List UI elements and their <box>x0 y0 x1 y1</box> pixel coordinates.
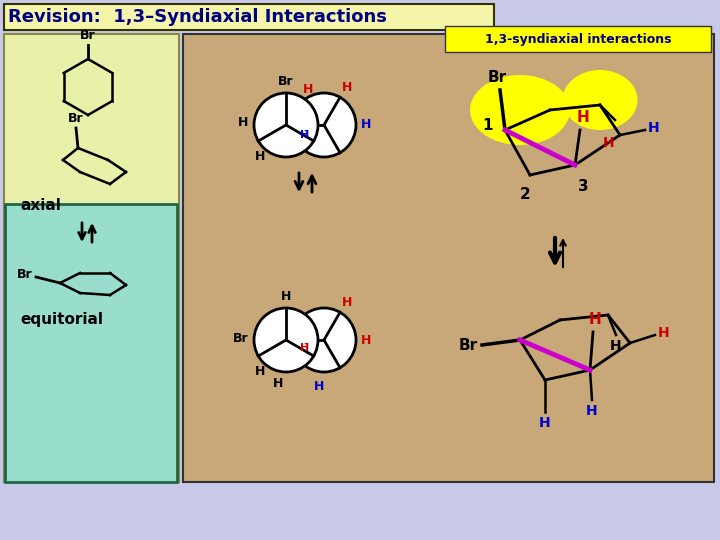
Circle shape <box>292 308 356 372</box>
Text: H: H <box>256 151 266 164</box>
Text: H: H <box>361 118 372 132</box>
Text: Br: Br <box>278 75 294 88</box>
Text: Ḧ: Ḧ <box>300 343 310 353</box>
Text: H: H <box>610 339 622 353</box>
Circle shape <box>254 93 318 157</box>
Text: H: H <box>342 296 352 309</box>
Ellipse shape <box>470 75 570 145</box>
Text: H: H <box>648 121 660 135</box>
Text: H: H <box>586 404 598 418</box>
Ellipse shape <box>562 70 637 130</box>
Text: H: H <box>238 117 248 130</box>
FancyBboxPatch shape <box>4 4 494 30</box>
Text: H: H <box>361 334 372 347</box>
Text: Revision:  1,3–Syndiaxial Interactions: Revision: 1,3–Syndiaxial Interactions <box>8 8 387 26</box>
Circle shape <box>292 93 356 157</box>
Text: H: H <box>314 380 324 393</box>
FancyBboxPatch shape <box>183 34 714 482</box>
Text: Br: Br <box>487 70 507 85</box>
Text: H: H <box>658 326 670 340</box>
Text: H: H <box>303 83 313 96</box>
Circle shape <box>254 308 318 372</box>
Text: Br: Br <box>80 29 96 42</box>
Text: 3: 3 <box>577 179 588 194</box>
Text: 1,3-syndiaxial interactions: 1,3-syndiaxial interactions <box>485 32 671 45</box>
Text: H: H <box>603 136 615 150</box>
Text: H: H <box>539 416 551 430</box>
Text: 1: 1 <box>482 118 493 132</box>
Text: Br: Br <box>17 268 33 281</box>
Text: Br: Br <box>459 338 478 353</box>
FancyBboxPatch shape <box>5 204 177 482</box>
Text: H: H <box>342 81 352 94</box>
Text: Br: Br <box>233 332 248 345</box>
FancyBboxPatch shape <box>445 26 711 52</box>
Text: H: H <box>273 377 283 390</box>
Text: Br: Br <box>68 112 84 125</box>
FancyBboxPatch shape <box>4 34 179 482</box>
Text: H: H <box>577 110 590 125</box>
Text: H: H <box>589 312 601 327</box>
Text: axial: axial <box>20 198 61 213</box>
Text: equitorial: equitorial <box>20 312 103 327</box>
Text: H: H <box>281 290 291 303</box>
Text: Ḧ: Ḧ <box>300 130 310 140</box>
Text: 2: 2 <box>520 187 531 202</box>
Text: H: H <box>256 366 266 379</box>
